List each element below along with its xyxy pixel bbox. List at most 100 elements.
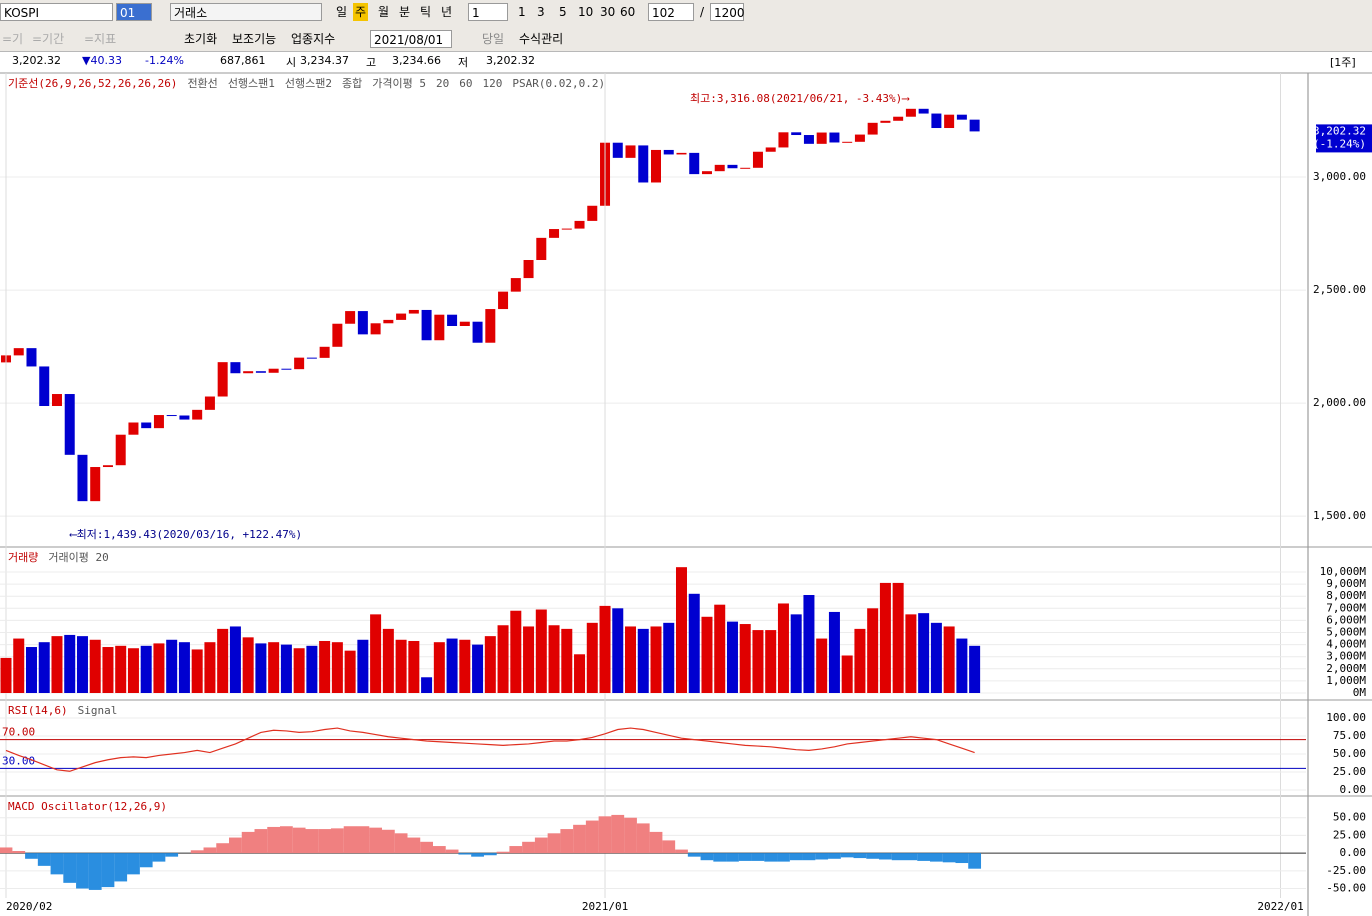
candle: [166, 415, 177, 417]
candle: [51, 394, 62, 407]
volume-bar: [790, 614, 802, 693]
candle: [969, 119, 980, 132]
interval[interactable]: 1: [518, 5, 526, 19]
macd-bar: [713, 853, 727, 862]
macd-bar: [279, 826, 293, 854]
volume-bar: [688, 593, 700, 693]
candle: [102, 465, 113, 468]
volume-bar: [574, 654, 586, 693]
volume-bar: [319, 640, 331, 693]
y-tick-label: 3,000M: [1326, 650, 1366, 663]
macd-bar: [942, 853, 956, 863]
period[interactable]: 년: [441, 5, 453, 19]
button[interactable]: 수식관리: [519, 32, 564, 46]
interval[interactable]: 10: [578, 5, 594, 19]
volume-bar: [561, 628, 573, 693]
volume-bar: [446, 638, 458, 693]
volume-bar: [459, 639, 471, 693]
macd-bar: [127, 853, 140, 875]
checkbox[interactable]: 당일: [482, 32, 505, 46]
candle: [829, 132, 840, 143]
macd-bar: [445, 849, 459, 854]
volume-bar: [370, 614, 382, 693]
faded-button: =지표: [84, 32, 117, 46]
market-box: 거래소: [170, 3, 322, 21]
macd-bar: [63, 853, 77, 883]
candle: [931, 113, 942, 129]
volume-bar: [242, 637, 254, 693]
axis-bg: [1308, 73, 1372, 916]
button[interactable]: 업종지수: [291, 32, 336, 46]
candle: [153, 415, 164, 429]
rsi-line: [5, 727, 975, 772]
period[interactable]: 주: [353, 3, 369, 21]
volume-bar: [535, 609, 547, 693]
current-price: 3,202.32: [1313, 124, 1366, 137]
interval[interactable]: 30: [600, 5, 616, 19]
macd-bar: [751, 853, 765, 861]
volume-bar: [510, 610, 522, 693]
x-tick-label: 2021/01: [582, 900, 628, 913]
candle: [332, 323, 343, 347]
code-box[interactable]: 01: [116, 3, 152, 21]
period[interactable]: 월: [378, 5, 390, 19]
volume-bar: [816, 638, 828, 693]
macd-bar: [267, 826, 281, 854]
current-box: [1316, 124, 1372, 153]
macd-bar: [88, 853, 102, 890]
volume-bar: [828, 611, 840, 693]
candle: [905, 108, 916, 117]
macd-bar: [229, 837, 242, 854]
legend-entry: RSI(14,6): [8, 704, 68, 717]
info: 시: [286, 56, 297, 69]
volume-bar: [841, 655, 853, 693]
period[interactable]: 분: [399, 5, 411, 19]
macd-bar: [471, 853, 484, 857]
macd-bar: [598, 816, 612, 854]
total-box[interactable]: 1200: [710, 3, 745, 21]
candle: [294, 357, 305, 370]
macd-bar: [726, 853, 739, 862]
macd-bar: [560, 829, 574, 854]
macd-bar: [789, 853, 803, 861]
volume-bar: [497, 625, 509, 693]
volume-bar: [905, 614, 917, 693]
volume-bar: [930, 622, 942, 693]
macd-bar: [420, 841, 433, 854]
candle: [727, 164, 738, 169]
info-bar: 3,202.32 ▼40.33 -1.24% 687,861 시 3,234.3…: [0, 52, 1372, 73]
candle: [396, 313, 407, 320]
candle: [944, 114, 955, 129]
macd-bar: [496, 851, 510, 854]
volume-bar: [956, 638, 968, 693]
candle: [956, 114, 967, 120]
annotation: ⟵최저:1,439.43(2020/03/16, +122.47%): [69, 528, 302, 541]
date-box[interactable]: 2021/08/01: [370, 30, 452, 48]
macd-bar: [139, 853, 153, 868]
y-tick-label: 0.00: [1340, 783, 1367, 796]
volume-bar: [166, 639, 178, 693]
macd-bar: [458, 853, 472, 855]
interval[interactable]: 3: [537, 5, 545, 19]
macd-bar: [955, 853, 969, 864]
interval[interactable]: 5: [559, 5, 567, 19]
volume-bar: [854, 628, 866, 693]
step-box[interactable]: 1: [468, 3, 508, 21]
button[interactable]: 초기화: [184, 32, 218, 46]
macd-bar: [764, 853, 778, 862]
info: 3,234.37: [300, 54, 349, 67]
symbol-box[interactable]: KOSPI: [0, 3, 113, 21]
candle: [918, 108, 929, 114]
macd-bar: [343, 826, 357, 854]
candle: [880, 120, 891, 123]
button[interactable]: 보조기능: [232, 32, 277, 46]
candle: [90, 467, 101, 502]
count-box[interactable]: 102: [648, 3, 694, 21]
interval[interactable]: 60: [620, 5, 636, 19]
volume-bar: [714, 604, 726, 693]
period[interactable]: 틱: [420, 5, 432, 19]
info: -1.24%: [145, 54, 184, 67]
period[interactable]: 일: [336, 5, 348, 19]
legend-entry: 가격이평 5: [372, 77, 426, 90]
volume-bar: [548, 625, 560, 693]
